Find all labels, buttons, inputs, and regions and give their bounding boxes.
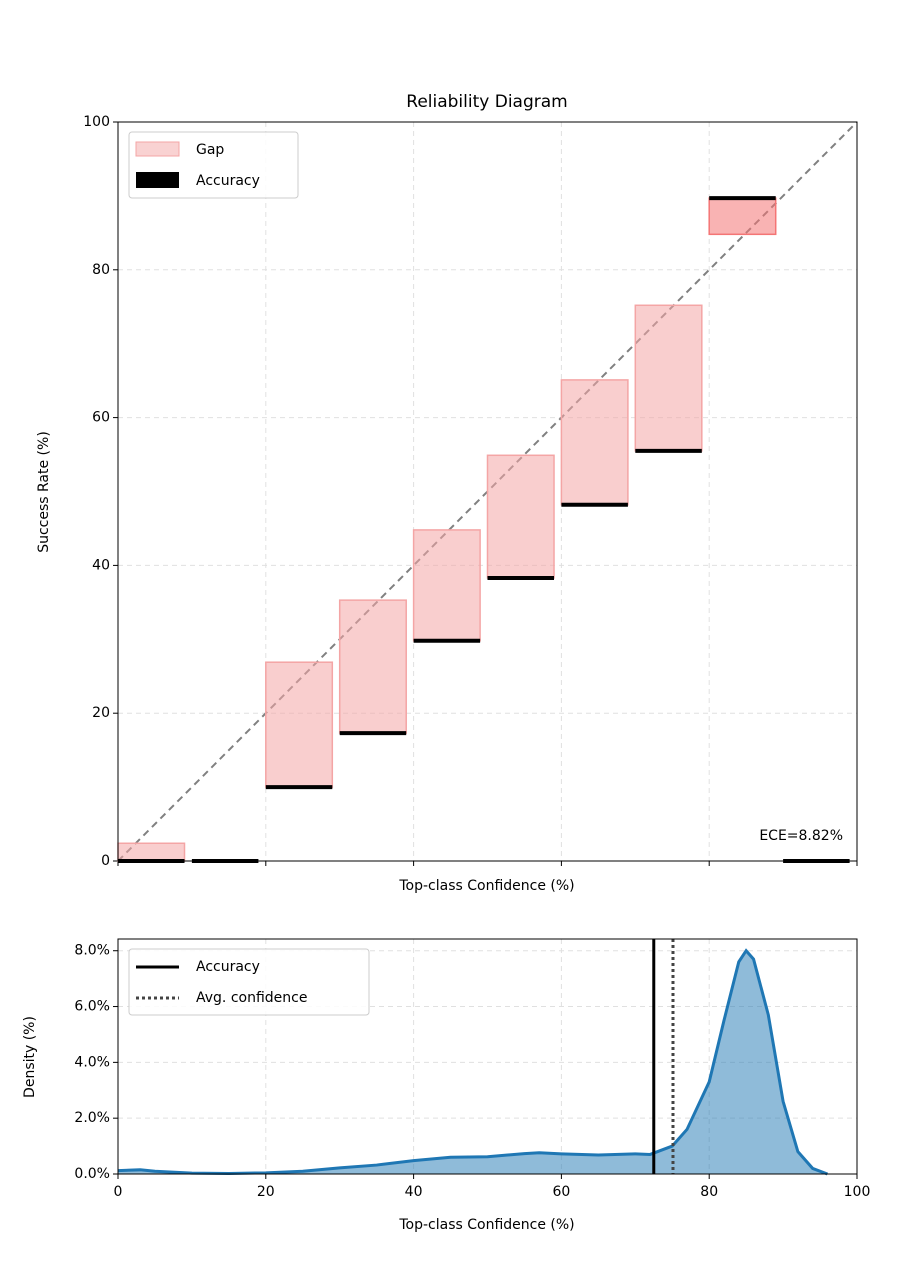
gap-bar: [708, 197, 777, 236]
y-tick-label: 80: [92, 262, 110, 278]
y-tick-label: 6.0%: [74, 999, 110, 1015]
gap-bar: [117, 842, 186, 862]
gap-bar: [634, 304, 703, 452]
gap-bar: [412, 529, 481, 642]
y-tick-label: 20: [92, 705, 110, 721]
legend-label: Accuracy: [196, 959, 260, 975]
x-axis-label: Top-class Confidence (%): [398, 1217, 574, 1233]
gap-bar: [560, 379, 629, 506]
x-tick-label: 60: [552, 1184, 570, 1200]
legend-swatch: [136, 172, 179, 188]
x-tick-label: 80: [700, 1184, 718, 1200]
y-tick-label: 0: [101, 853, 110, 869]
axes-frame: [117, 121, 858, 862]
legend-label: Accuracy: [196, 173, 260, 189]
y-axis-label: Density (%): [22, 1016, 38, 1098]
x-tick-label: 100: [844, 1184, 871, 1200]
gap-bar: [265, 661, 334, 788]
legend-label: Avg. confidence: [196, 990, 307, 1006]
legend-label: Gap: [196, 142, 224, 158]
legend-box: [128, 948, 370, 1016]
gap-bar: [338, 599, 407, 734]
y-tick-label: 40: [92, 557, 110, 573]
axes-frame: [117, 938, 858, 1175]
y-tick-label: 4.0%: [74, 1054, 110, 1070]
y-tick-label: 2.0%: [74, 1110, 110, 1126]
chart-title: Reliability Diagram: [406, 92, 567, 112]
legend: Gap Accuracy: [128, 131, 299, 199]
gap-bar: [486, 454, 555, 579]
x-axis-label: Top-class Confidence (%): [398, 878, 574, 894]
density-line: [117, 948, 828, 1176]
x-tick-label: 40: [405, 1184, 423, 1200]
y-tick-label: 8.0%: [74, 943, 110, 959]
x-tick-label: 20: [257, 1184, 275, 1200]
y-tick-label: 100: [83, 114, 110, 130]
x-tick-label: 0: [114, 1184, 123, 1200]
y-axis-label: Success Rate (%): [36, 431, 52, 553]
y-tick-label: 60: [92, 410, 110, 426]
y-tick-label: 0.0%: [74, 1166, 110, 1182]
legend: Accuracy Avg. confidence: [128, 948, 370, 1016]
legend-swatch: [135, 141, 180, 157]
annotation: ECE=8.82%: [759, 828, 843, 844]
